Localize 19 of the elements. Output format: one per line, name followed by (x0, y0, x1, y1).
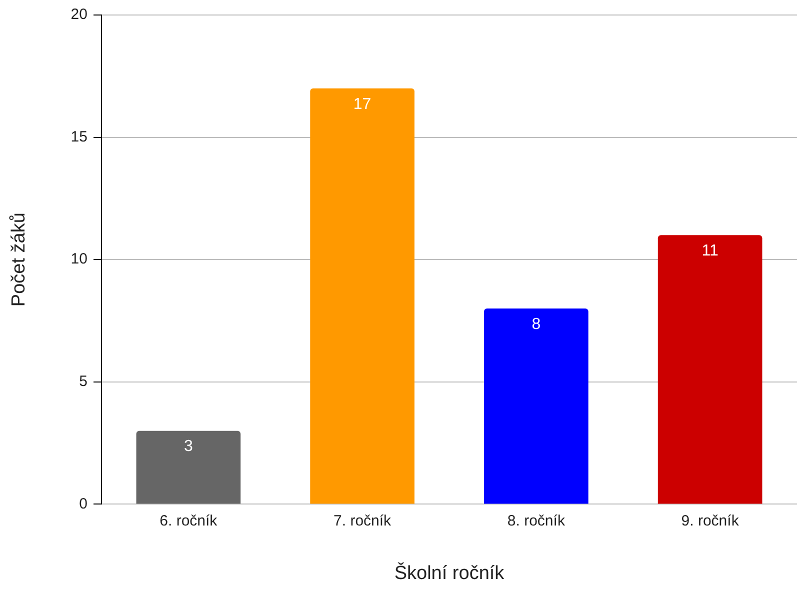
data-label: 11 (702, 242, 718, 260)
data-label: 8 (532, 316, 541, 333)
data-label: 17 (353, 96, 372, 113)
y-tick-label: 10 (70, 250, 88, 268)
bar (310, 88, 414, 504)
x-axis-title: Školní ročník (394, 562, 505, 584)
x-tick-label: 8. ročník (507, 512, 566, 530)
x-tick-label: 9. ročník (681, 512, 740, 530)
x-tick-label: 6. ročník (160, 512, 218, 530)
bar (484, 308, 588, 504)
x-tick-label: 7. ročník (334, 512, 392, 530)
bar (136, 430, 241, 504)
bar (658, 235, 762, 504)
y-tick-label: 20 (70, 6, 88, 24)
y-tick-label: 15 (70, 128, 88, 146)
y-tick-label: 5 (79, 373, 88, 390)
y-tick-label: 0 (79, 495, 88, 512)
data-label: 3 (184, 438, 193, 456)
y-axis-title: Počet žáků (8, 212, 30, 307)
